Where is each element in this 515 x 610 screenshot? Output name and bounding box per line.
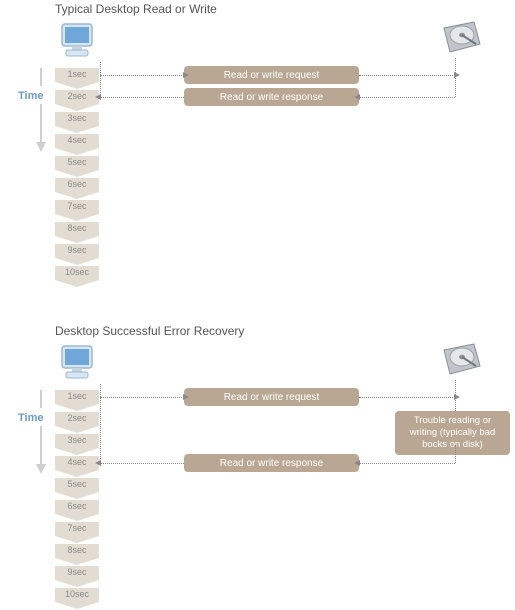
connector-line: [455, 380, 456, 397]
hard-drive-icon: [440, 340, 484, 383]
timeline-tick-label: 2sec: [55, 413, 99, 423]
trouble-message: Trouble reading or writing (typically ba…: [395, 411, 510, 455]
connector-line: [100, 397, 184, 398]
connector-line: [359, 463, 455, 464]
timeline-tick: 5sec: [55, 478, 99, 498]
timeline-tick: 7sec: [55, 200, 99, 220]
connector-line: [359, 75, 455, 76]
request-message: Read or write request: [184, 388, 359, 406]
arrow-left-icon: [354, 460, 360, 466]
time-axis-label: Time: [18, 412, 43, 424]
connector-line: [359, 397, 455, 398]
connector-line: [100, 62, 101, 75]
timeline-tick: 9sec: [55, 566, 99, 586]
timeline-tick: 9sec: [55, 244, 99, 264]
connector-line: [100, 384, 101, 397]
connector-line: [455, 397, 456, 411]
timeline-tick-label: 1sec: [55, 69, 99, 79]
timeline-tick: 8sec: [55, 222, 99, 242]
timeline-tick-label: 5sec: [55, 479, 99, 489]
time-axis-label: Time: [18, 90, 43, 102]
timeline-tick-label: 4sec: [55, 135, 99, 145]
timeline-tick-label: 9sec: [55, 567, 99, 577]
connector-line: [455, 445, 456, 463]
connector-line: [100, 75, 101, 97]
timeline-tick: 1sec: [55, 68, 99, 88]
request-message: Read or write request: [184, 66, 359, 84]
computer-icon: [58, 342, 100, 387]
response-message: Read or write response: [184, 88, 359, 106]
connector-line: [455, 75, 456, 97]
timeline-tick-label: 8sec: [55, 545, 99, 555]
arrow-right-icon: [183, 394, 189, 400]
timeline-tick: 2sec: [55, 90, 99, 110]
timeline-tick: 4sec: [55, 456, 99, 476]
timeline-tick-label: 9sec: [55, 245, 99, 255]
timeline-tick: 3sec: [55, 112, 99, 132]
timeline-tick-label: 6sec: [55, 501, 99, 511]
timeline-tick-label: 8sec: [55, 223, 99, 233]
time-arrow-head-icon: [36, 464, 46, 474]
timeline: 1sec 2sec 3sec 4sec 5sec 6sec 7sec 8sec 9sec 10se…: [55, 390, 99, 610]
timeline-tick: 2sec: [55, 412, 99, 432]
timeline-tick-label: 1sec: [55, 391, 99, 401]
timeline-tick-label: 5sec: [55, 157, 99, 167]
timeline-tick-label: 6sec: [55, 179, 99, 189]
timeline-tick-label: 7sec: [55, 201, 99, 211]
timeline-tick: 6sec: [55, 500, 99, 520]
hard-drive-icon: [440, 18, 484, 61]
connector-line: [100, 397, 101, 463]
timeline-tick-label: 10sec: [55, 589, 99, 599]
time-arrow-head-icon: [36, 142, 46, 152]
arrow-left-icon: [354, 94, 360, 100]
timeline-tick: 5sec: [55, 156, 99, 176]
timeline-tick-label: 2sec: [55, 91, 99, 101]
computer-icon: [58, 20, 100, 65]
connector-line: [455, 58, 456, 75]
connector-line: [100, 75, 184, 76]
timeline: 1sec 2sec 3sec 4sec 5sec 6sec 7sec 8sec 9sec 10se…: [55, 68, 99, 288]
timeline-tick-label: 7sec: [55, 523, 99, 533]
timeline-tick: 7sec: [55, 522, 99, 542]
timeline-tick: 10sec: [55, 588, 99, 608]
timeline-tick: 3sec: [55, 434, 99, 454]
connector-line: [100, 97, 184, 98]
timeline-tick: 8sec: [55, 544, 99, 564]
timeline-tick: 1sec: [55, 390, 99, 410]
response-message: Read or write response: [184, 454, 359, 472]
time-arrow: [40, 68, 42, 86]
connector-line: [100, 463, 184, 464]
diagram-title: Typical Desktop Read or Write: [55, 2, 217, 16]
timeline-tick-label: 10sec: [55, 267, 99, 277]
timeline-tick: 10sec: [55, 266, 99, 286]
timeline-tick-label: 3sec: [55, 113, 99, 123]
timeline-tick-label: 4sec: [55, 457, 99, 467]
time-arrow: [40, 104, 42, 142]
time-arrow: [40, 426, 42, 464]
diagram-title: Desktop Successful Error Recovery: [55, 324, 244, 338]
time-arrow: [40, 390, 42, 408]
timeline-tick-label: 3sec: [55, 435, 99, 445]
timeline-tick: 6sec: [55, 178, 99, 198]
arrow-right-icon: [183, 72, 189, 78]
timeline-tick: 4sec: [55, 134, 99, 154]
connector-line: [359, 97, 455, 98]
